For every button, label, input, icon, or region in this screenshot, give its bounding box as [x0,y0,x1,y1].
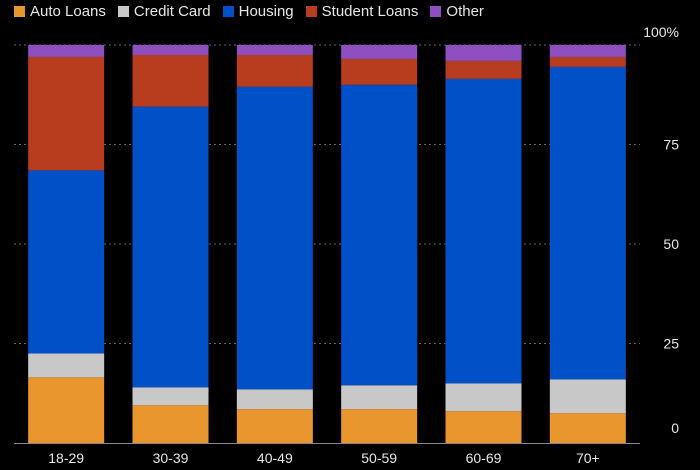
gridlines [14,44,640,344]
bar-segment-student-loans-40-49 [236,54,313,87]
legend-swatch-student-loans [305,6,317,17]
bar-segment-housing-60-69 [445,78,522,384]
bar-segment-housing-40-49 [236,86,313,390]
x-tick-label: 70+ [576,450,600,466]
legend-swatch-credit-card [117,6,129,17]
bar-segment-housing-70+ [549,66,626,380]
bar-segment-credit-card-60-69 [445,383,522,412]
bar-segment-auto-loans-60-69 [445,411,522,443]
bar-segment-housing-50-59 [341,84,418,386]
x-tick-label: 30-39 [153,450,189,466]
legend-label-student-loans: Student Loans [321,3,419,20]
bar-segment-auto-loans-18-29 [28,377,105,443]
x-tick-label: 18-29 [48,450,84,466]
bar-segment-other-40-49 [236,45,313,55]
bar-segment-housing-18-29 [28,170,105,354]
legend-item-student-loans: Student Loans [305,3,419,20]
bar-segment-other-18-29 [28,45,105,57]
legend-label-auto-loans: Auto Loans [30,3,106,20]
legend-item-auto-loans: Auto Loans [14,3,106,20]
legend-item-credit-card: Credit Card [117,3,211,20]
legend-swatch-other [430,6,442,17]
bar-segment-student-loans-30-39 [132,54,209,107]
legend-item-other: Other [430,3,484,20]
bar-segment-other-30-39 [132,45,209,55]
x-tick-label: 60-69 [466,450,502,466]
bar-segment-student-loans-70+ [549,56,626,67]
bar-segment-auto-loans-70+ [549,413,626,443]
x-tick-label: 50-59 [361,450,397,466]
bar-segment-other-60-69 [445,45,522,61]
bar-segment-student-loans-60-69 [445,60,522,79]
bar-segment-credit-card-70+ [549,379,626,414]
bar-segment-credit-card-30-39 [132,387,209,406]
bar-segment-student-loans-50-59 [341,58,418,85]
legend-label-other: Other [446,3,484,20]
x-tick-label: 40-49 [257,450,293,466]
bar-segment-other-50-59 [341,45,418,59]
bar-segment-auto-loans-50-59 [341,409,418,443]
legend-label-credit-card: Credit Card [133,3,211,20]
y-tick-label: 100% [643,24,679,40]
chart-legend: Auto Loans Credit Card Housing Student L… [14,3,484,20]
bar-segment-credit-card-18-29 [28,353,105,378]
y-tick-label: 50 [663,236,679,252]
bar-segment-auto-loans-40-49 [236,409,313,443]
y-tick-label: 75 [663,137,679,153]
bar-segment-other-70+ [549,45,626,57]
bar-segment-credit-card-50-59 [341,385,418,410]
bar-segment-credit-card-40-49 [236,389,313,410]
bar-segment-auto-loans-30-39 [132,405,209,443]
axes: 0 25 50 75 100% 18-29 30-39 40-49 50-59 60-69 70+ [14,24,679,466]
bar-segment-student-loans-18-29 [28,56,105,171]
y-tick-label: 25 [663,336,679,352]
bar-segment-housing-30-39 [132,106,209,388]
legend-item-housing: Housing [222,3,294,20]
legend-swatch-housing [222,6,234,17]
legend-swatch-auto-loans [14,6,25,17]
legend-label-housing: Housing [238,3,294,20]
y-tick-label: 0 [671,420,679,436]
bars [28,45,626,443]
